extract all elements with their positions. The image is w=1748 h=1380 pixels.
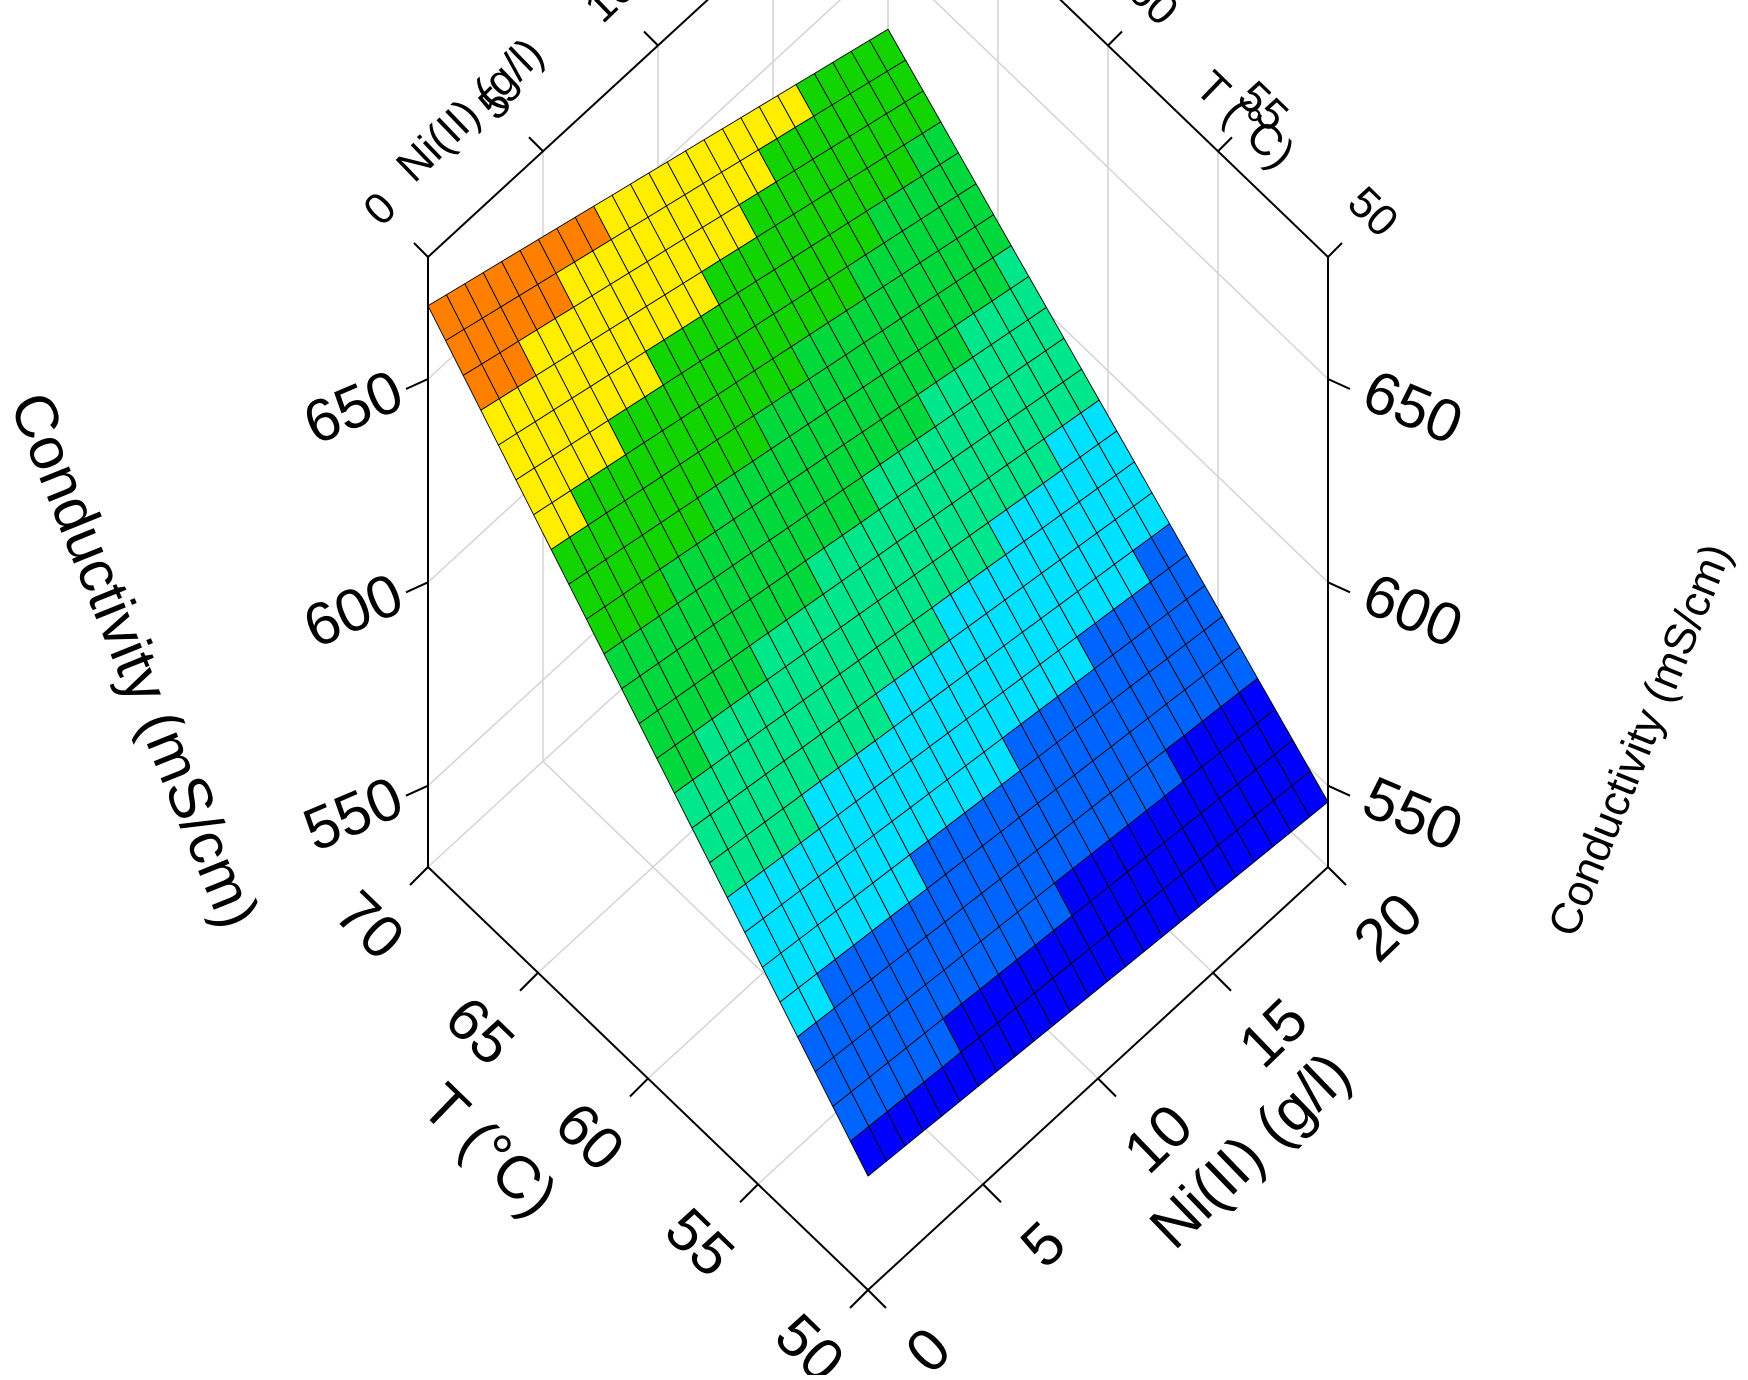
tick-label-t-front: 50 [763,1301,858,1375]
response-surface [427,28,1329,1177]
tick-mark [1327,581,1351,594]
axis-title-conductivity-right: Conductivity (mS/cm) [1539,537,1741,943]
tick-mark [405,581,429,594]
tick-mark [409,866,429,886]
tick-mark [867,1289,887,1309]
tick-mark [405,378,429,390]
axis-title-t-back: T (°C) [1186,62,1304,179]
tick-mark [1217,136,1233,152]
tick-mark [519,972,539,992]
tick-mark [1097,1077,1117,1098]
tick-label-conductivity-right: 550 [1354,763,1472,864]
tick-mark [1327,784,1351,797]
tick-label-t-back: 60 [1118,0,1187,35]
axis-title-ni-back: Ni(II) (g/l) [387,29,553,192]
axes [405,0,1351,1309]
tick-mark [643,30,659,47]
tick-label-conductivity-left: 550 [294,763,412,864]
tick-mark [1327,242,1343,258]
tick-mark [413,242,429,258]
axis-title-t-front: T (°C) [409,1070,570,1229]
tick-label-ni-front: 20 [1341,880,1436,975]
tick-label-conductivity-left: 650 [294,357,412,458]
tick-mark [1107,30,1123,47]
grid-line [932,0,1329,380]
tick-label-ni-back: 10 [575,0,644,32]
tick-label-conductivity-right: 650 [1354,357,1472,458]
tick-mark [1327,378,1351,390]
tick-label-t-front: 70 [323,878,418,973]
tick-label-t-front: 55 [653,1195,748,1290]
tick-label-ni-back: 0 [354,183,406,235]
tick-mark [1212,972,1232,992]
tick-label-conductivity-right: 600 [1354,560,1472,661]
tick-label-t-front: 65 [433,984,528,1079]
tick-mark [629,1077,649,1098]
axis-title-conductivity-left: Conductivity (mS/cm) [0,383,273,937]
tick-mark [405,784,429,797]
surface-cell [849,1126,887,1177]
tick-mark [739,1183,759,1203]
tick-label-t-back: 50 [1338,177,1407,246]
tick-label-ni-front: 5 [1008,1209,1079,1280]
tick-label-ni-front: 0 [893,1314,964,1375]
tick-mark [528,136,544,152]
tick-label-conductivity-left: 600 [294,560,412,661]
tick-mark [982,1183,1002,1203]
tick-mark [1327,866,1347,886]
tick-mark [849,1289,869,1309]
